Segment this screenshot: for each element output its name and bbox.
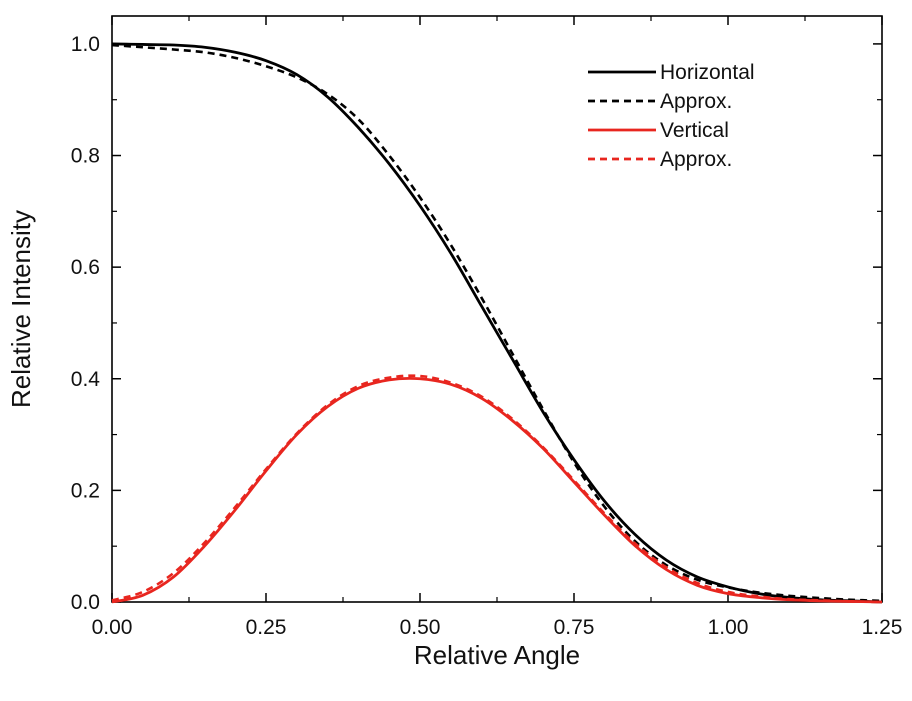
- series-line-approx-1: [111, 43, 883, 603]
- legend-label: Vertical: [660, 119, 729, 142]
- y-tick-label: 0.8: [71, 145, 100, 168]
- series-line-approx-3: [111, 374, 883, 604]
- series-lines: [111, 42, 883, 604]
- legend-label: Approx.: [660, 90, 732, 113]
- x-tick-label: 0.50: [400, 616, 441, 639]
- x-axis-title: Relative Angle: [414, 640, 580, 670]
- y-axis-title: Relative Intensity: [6, 210, 36, 408]
- legend: Horizontal Approx. Vertical Approx.: [588, 61, 755, 171]
- y-tick-label: 0.2: [71, 479, 100, 502]
- x-tick-label: 0.00: [92, 616, 133, 639]
- series-line-vertical-2: [111, 376, 883, 604]
- y-tick-label: 0.6: [71, 256, 100, 279]
- x-tick-label: 0.25: [246, 616, 287, 639]
- legend-label: Horizontal: [660, 61, 755, 84]
- y-tick-label: 1.0: [71, 33, 100, 56]
- x-tick-label: 1.00: [708, 616, 749, 639]
- y-tick-label: 0.0: [71, 591, 100, 614]
- plot-area-frame: [111, 15, 883, 603]
- x-tick-label: 1.25: [862, 616, 903, 639]
- x-tick-label: 0.75: [554, 616, 595, 639]
- y-tick-label: 0.4: [71, 368, 101, 391]
- legend-label: Approx.: [660, 148, 732, 171]
- axis-ticks: 0.00 0.25 0.50 0.75 1.00 1.25 0.0 0.2 0.4 0.6 0.8 1…: [71, 16, 903, 639]
